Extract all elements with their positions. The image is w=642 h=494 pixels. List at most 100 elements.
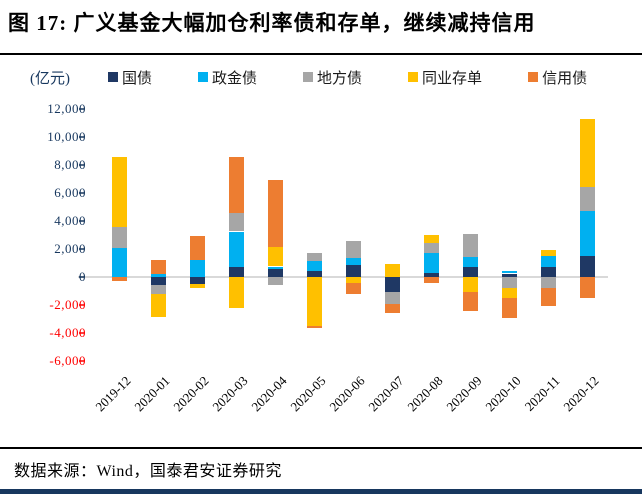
x-axis-zero-line [78, 276, 608, 278]
bar-segment-govt-bond-2020-11 [540, 267, 556, 277]
bar-segment-credit-bond-2020-10 [501, 298, 517, 318]
bar-segment-govt-bond-2020-07 [384, 277, 400, 293]
bar-segment-ncd-2020-11 [540, 250, 556, 256]
bar-segment-local-govt-bond-2020-04 [267, 277, 283, 285]
bar-segment-policy-bank-bond-2020-01 [150, 273, 166, 277]
bar-segment-credit-bond-2020-04 [267, 179, 283, 247]
bar-segment-credit-bond-2020-11 [540, 287, 556, 307]
legend-label-policy-bank-bond: 政金债 [212, 70, 258, 87]
bottom-border [0, 489, 642, 494]
bar-segment-local-govt-bond-2020-11 [540, 277, 556, 288]
bar-segment-govt-bond-2020-10 [501, 273, 517, 277]
legend-item-local-govt-bond: 地方债 [303, 67, 362, 88]
legend-label-govt-bond: 国债 [122, 70, 153, 87]
bar-segment-credit-bond-2020-05 [306, 326, 322, 329]
title-divider [0, 53, 642, 55]
legend-item-govt-bond: 国债 [108, 67, 152, 88]
bar-segment-local-govt-bond-2019-12 [111, 226, 127, 248]
bar-segment-ncd-2020-04 [267, 246, 283, 267]
bar-segment-ncd-2020-02 [189, 284, 205, 288]
data-source: 数据来源：Wind，国泰君安证券研究 [14, 463, 282, 480]
legend-label-credit-bond: 信用债 [542, 70, 588, 87]
bar-segment-local-govt-bond-2020-06 [345, 241, 361, 259]
bar-segment-govt-bond-2020-09 [462, 267, 478, 277]
legend-swatch-ncd [408, 72, 419, 82]
legend-swatch-local-govt-bond [303, 72, 314, 82]
bar-segment-policy-bank-bond-2020-09 [462, 257, 478, 268]
y-tick-label: 12,000 [47, 101, 86, 116]
bar-segment-ncd-2020-05 [306, 277, 322, 326]
y-tick-label: -2,000 [49, 297, 86, 312]
bar-segment-govt-bond-2020-12 [579, 256, 595, 277]
bar-segment-policy-bank-bond-2020-12 [579, 211, 595, 256]
legend-item-credit-bond: 信用债 [528, 67, 587, 88]
bar-segment-govt-bond-2020-06 [345, 265, 361, 277]
bar-segment-credit-bond-2020-06 [345, 283, 361, 295]
legend-swatch-credit-bond [528, 72, 539, 82]
y-tick-label: 8,000 [54, 157, 86, 172]
y-tick-label: -6,000 [49, 353, 86, 368]
bar-segment-govt-bond-2020-04 [267, 269, 283, 277]
y-tick-label: 6,000 [54, 185, 86, 200]
y-axis-unit-label: (亿元) [30, 70, 70, 87]
bar-segment-local-govt-bond-2020-10 [501, 277, 517, 289]
bar-segment-policy-bank-bond-2020-05 [306, 260, 322, 272]
bar-segment-credit-bond-2020-02 [189, 236, 205, 261]
legend-label-local-govt-bond: 地方债 [317, 70, 363, 87]
figure-title: 图 17: 广义基金大幅加仓利率债和存单，继续减持信用 [8, 11, 536, 35]
y-tick-mark [79, 360, 84, 362]
bar-segment-govt-bond-2020-01 [150, 277, 166, 286]
y-tick-label: 0 [22, 269, 86, 285]
y-tick-label: 4,000 [54, 213, 86, 228]
legend-swatch-policy-bank-bond [198, 72, 209, 82]
bar-segment-local-govt-bond-2020-03 [228, 213, 244, 232]
stacked-bar-chart: 12,000 10,000 8,000 6,000 4,000 2,000 0 -2,000 -… [0, 95, 642, 440]
legend-label-ncd: 同业存单 [422, 70, 483, 87]
bar-segment-policy-bank-bond-2020-04 [267, 266, 283, 270]
legend-row: (亿元) 国债 政金债 地方债 同业存单 信用债 [30, 66, 636, 88]
y-tick-mark [79, 332, 84, 334]
y-tick-label: -4,000 [49, 325, 86, 340]
bar-segment-local-govt-bond-2020-12 [579, 187, 595, 212]
bar-segment-ncd-2020-09 [462, 277, 478, 293]
bar-segment-credit-bond-2020-08 [423, 277, 439, 283]
bar-segment-credit-bond-2020-09 [462, 292, 478, 311]
bar-segment-govt-bond-2020-02 [189, 277, 205, 284]
y-tick-mark [79, 192, 84, 194]
bar-segment-ncd-2019-12 [111, 156, 127, 227]
y-tick-mark [79, 248, 84, 250]
bar-segment-policy-bank-bond-2020-02 [189, 260, 205, 277]
bar-segment-local-govt-bond-2020-07 [384, 292, 400, 305]
bar-segment-govt-bond-2020-03 [228, 266, 244, 277]
bar-segment-local-govt-bond-2020-08 [423, 243, 439, 254]
bar-segment-policy-bank-bond-2019-12 [111, 247, 127, 277]
y-tick-mark [79, 164, 84, 166]
bar-segment-policy-bank-bond-2020-06 [345, 258, 361, 266]
bar-segment-ncd-2020-03 [228, 277, 244, 308]
bar-segment-credit-bond-2020-03 [228, 156, 244, 214]
legend-item-policy-bank-bond: 政金债 [198, 67, 257, 88]
bar-segment-local-govt-bond-2020-05 [306, 253, 322, 261]
bar-segment-local-govt-bond-2020-09 [462, 233, 478, 258]
chart-legend: 国债 政金债 地方债 同业存单 信用债 [108, 67, 587, 88]
bar-segment-credit-bond-2019-12 [111, 277, 127, 281]
bar-segment-govt-bond-2020-05 [306, 271, 322, 277]
bar-segment-policy-bank-bond-2020-10 [501, 271, 517, 274]
legend-swatch-govt-bond [108, 72, 118, 82]
y-tick-mark [79, 108, 84, 110]
bar-segment-local-govt-bond-2020-01 [150, 285, 166, 294]
bar-segment-ncd-2020-06 [345, 277, 361, 284]
bar-segment-govt-bond-2020-08 [423, 272, 439, 277]
y-tick-mark [79, 304, 84, 306]
bar-segment-ncd-2020-12 [579, 118, 595, 188]
bar-segment-credit-bond-2020-12 [579, 277, 595, 298]
bar-segment-ncd-2020-01 [150, 293, 166, 317]
legend-item-ncd: 同业存单 [408, 67, 482, 88]
bar-segment-ncd-2020-07 [384, 264, 400, 277]
bar-segment-ncd-2020-08 [423, 235, 439, 244]
bar-segment-policy-bank-bond-2020-08 [423, 253, 439, 273]
bar-segment-policy-bank-bond-2020-11 [540, 256, 556, 268]
source-divider [0, 447, 642, 449]
y-tick-mark [79, 220, 84, 222]
